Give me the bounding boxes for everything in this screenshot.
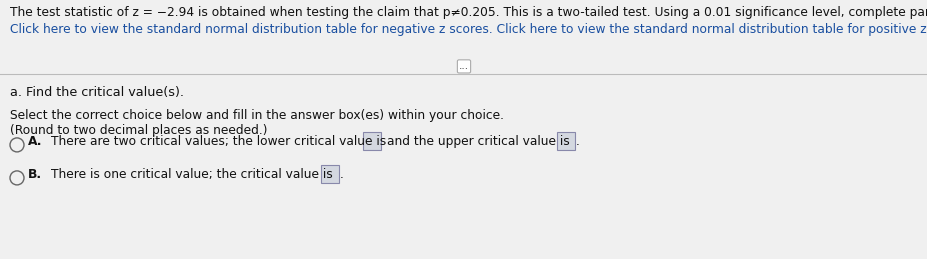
FancyBboxPatch shape <box>321 166 338 183</box>
Text: A.: A. <box>28 135 43 148</box>
Text: ...: ... <box>459 61 468 71</box>
Text: (Round to two decimal places as needed.): (Round to two decimal places as needed.) <box>10 124 267 138</box>
Text: There are two critical values; the lower critical value is: There are two critical values; the lower… <box>51 135 386 148</box>
FancyBboxPatch shape <box>556 132 574 150</box>
Text: .: . <box>339 168 344 181</box>
FancyBboxPatch shape <box>363 132 381 150</box>
Text: and the upper critical value is: and the upper critical value is <box>387 135 569 148</box>
Text: Click here to view the standard normal distribution table for negative z scores.: Click here to view the standard normal d… <box>10 23 927 36</box>
Text: The test statistic of z = −2.94 is obtained when testing the claim that p≠0.205.: The test statistic of z = −2.94 is obtai… <box>10 6 927 19</box>
Text: B.: B. <box>28 168 42 181</box>
Text: a. Find the critical value(s).: a. Find the critical value(s). <box>10 87 184 99</box>
Text: .: . <box>575 135 579 148</box>
Text: Select the correct choice below and fill in the answer box(es) within your choic: Select the correct choice below and fill… <box>10 109 503 123</box>
Text: There is one critical value; the critical value is: There is one critical value; the critica… <box>51 168 333 181</box>
